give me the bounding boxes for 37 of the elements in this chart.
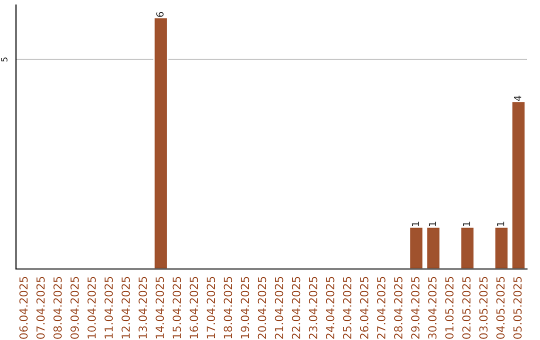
- x-tick-label: 01.05.2025: [445, 276, 454, 339]
- x-tick-label: 15.04.2025: [172, 276, 182, 338]
- x-tick-label: 09.04.2025: [70, 276, 79, 339]
- data-label: 1: [412, 222, 419, 226]
- x-tick-label: 16.04.2025: [190, 276, 198, 338]
- x-tick-label: 04.05.2025: [496, 276, 505, 339]
- x-tick-label: 30.04.2025: [428, 276, 437, 339]
- x-tick-label: 19.04.2025: [240, 276, 250, 338]
- data-label: 4: [514, 96, 522, 101]
- x-tick-label: 21.04.2025: [274, 276, 284, 339]
- x-tick-label: 22.04.2025: [292, 276, 300, 339]
- x-tick-label: 18.04.2025: [224, 276, 232, 338]
- x-tick-label: 12.04.2025: [122, 276, 130, 338]
- x-tick-label: 25.04.2025: [342, 276, 352, 339]
- x-tick-label: 17.04.2025: [206, 276, 216, 338]
- x-tick-label: 14.04.2025: [156, 276, 164, 338]
- x-tick-label: 10.04.2025: [87, 276, 96, 338]
- x-tick-label: 20.04.2025: [258, 276, 266, 339]
- x-tick-label: 08.04.2025: [53, 276, 62, 339]
- data-label: 1: [462, 222, 470, 226]
- x-tick-label: 29.04.2025: [411, 276, 420, 339]
- data-label: 1: [428, 222, 436, 226]
- x-tick-label: 07.04.2025: [36, 276, 45, 339]
- x-tick-label: 03.05.2025: [479, 276, 488, 339]
- x-tick-label: 13.04.2025: [138, 276, 147, 338]
- x-tick-label: 27.04.2025: [377, 276, 386, 339]
- x-tick-label: 05.05.2025: [513, 276, 522, 339]
- x-tick-label: 24.04.2025: [326, 276, 334, 339]
- x-tick-label: 11.04.2025: [104, 276, 113, 338]
- x-tick-label: 23.04.2025: [308, 276, 318, 339]
- y-tick-label: 5: [1, 58, 8, 62]
- x-tick-label: 28.04.2025: [394, 276, 402, 339]
- data-label: 6: [156, 12, 164, 17]
- x-tick-label: 06.04.2025: [19, 276, 28, 339]
- x-tick-label: 26.04.2025: [360, 276, 368, 339]
- data-label: 1: [497, 222, 504, 226]
- x-tick-label: 02.05.2025: [462, 276, 471, 339]
